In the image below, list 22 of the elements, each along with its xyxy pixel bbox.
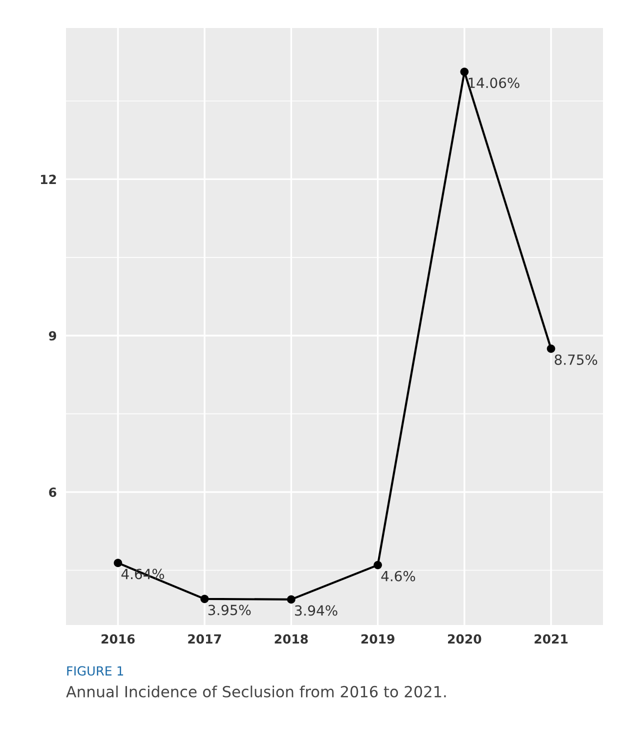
data-label: 3.94% <box>295 605 338 616</box>
point <box>287 595 296 604</box>
point <box>460 68 469 76</box>
y-tick-label: 9 <box>48 331 56 341</box>
data-label: 4.6% <box>381 570 416 582</box>
x-tick-label: 2019 <box>361 634 394 644</box>
x-tick-label: 2017 <box>188 634 221 644</box>
data-label: 14.06% <box>468 78 520 88</box>
text: Annual Incidence of Seclusion from 2016 to 2021. <box>66 686 446 698</box>
y-tick-label: 6 <box>49 488 56 497</box>
x-tick-label: 2018 <box>274 634 308 644</box>
point <box>374 560 382 570</box>
x-tick-label: 2021 <box>534 634 568 644</box>
text: FIGURE 1 <box>67 666 124 676</box>
point <box>114 558 122 568</box>
x-tick-label: 2016 <box>102 634 135 644</box>
x-tick-label: 2020 <box>448 634 482 644</box>
point <box>200 594 209 604</box>
y-tick-label: 12 <box>40 174 56 184</box>
data-label: 8.75% <box>554 354 598 365</box>
point <box>546 344 556 353</box>
data-label: 3.95% <box>208 604 251 616</box>
